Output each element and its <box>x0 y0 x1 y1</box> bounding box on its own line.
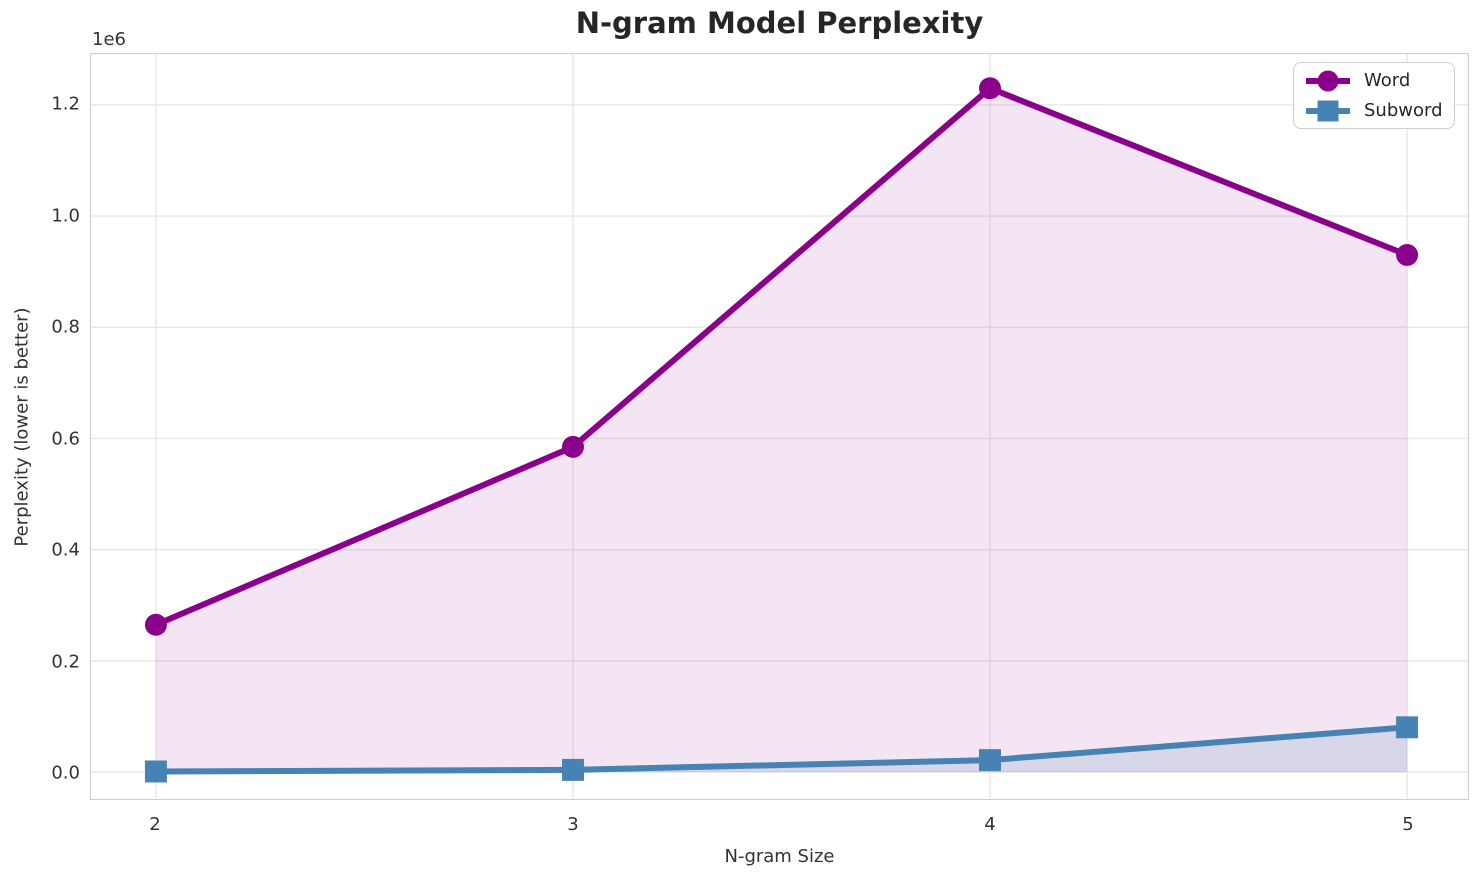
data-point-subword[interactable] <box>144 760 167 783</box>
line-subword <box>155 724 1408 775</box>
chart-canvas <box>91 54 1468 799</box>
x-tick-label: 3 <box>567 814 579 835</box>
data-point-word[interactable] <box>1396 243 1419 266</box>
y-tick-label: 1.2 <box>51 93 80 115</box>
plot-area <box>90 53 1469 800</box>
data-point-subword[interactable] <box>1396 716 1419 739</box>
legend-label-word: Word <box>1364 69 1411 91</box>
data-point-subword[interactable] <box>562 758 584 781</box>
y-tick-label: 0.2 <box>51 651 80 673</box>
chart-title: N-gram Model Perplexity <box>575 6 984 40</box>
x-axis-label: N-gram Size <box>724 846 835 867</box>
x-tick-label: 2 <box>149 814 161 835</box>
data-point-word[interactable] <box>979 77 1001 100</box>
subword-square-marker-icon <box>1304 97 1352 125</box>
legend-label-subword: Subword <box>1364 99 1443 121</box>
y-tick-label: 0.0 <box>51 762 80 784</box>
x-tick-label: 4 <box>984 814 996 835</box>
word-circle-marker-icon <box>1304 67 1352 95</box>
y-axis-offset-label: 1e6 <box>92 29 126 50</box>
data-point-word[interactable] <box>562 435 584 458</box>
data-point-word[interactable] <box>144 613 167 636</box>
y-axis-label: Perplexity (lower is better) <box>11 307 33 547</box>
legend-item-subword: Subword <box>1304 97 1444 125</box>
line-word <box>154 85 1409 628</box>
y-tick-label: 0.4 <box>51 539 80 561</box>
area-fill-subword <box>155 727 1408 773</box>
x-tick-label: 5 <box>1402 814 1414 835</box>
y-tick-label: 1.0 <box>51 205 80 227</box>
legend-item-word: Word <box>1304 67 1444 95</box>
legend: Word Subword <box>1293 62 1455 129</box>
data-point-subword[interactable] <box>979 749 1001 772</box>
area-fill-word <box>155 88 1408 773</box>
y-tick-label: 0.8 <box>51 316 80 338</box>
y-tick-label: 0.6 <box>51 428 80 450</box>
